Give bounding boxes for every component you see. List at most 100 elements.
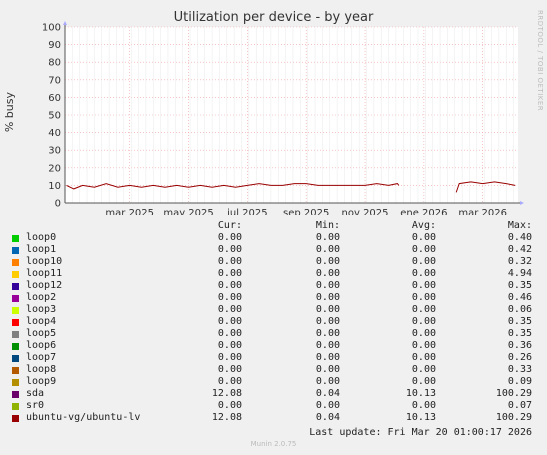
legend-row-sda: sda 12.08 0.04 10.13 100.29 — [12, 388, 537, 400]
legend-row-loop12: loop12 0.00 0.00 0.00 0.35 — [12, 280, 537, 292]
legend-max-value: 100.29 — [495, 412, 532, 423]
legend-cur-value: 0.00 — [217, 268, 242, 279]
x-axis-arrow — [520, 201, 524, 205]
munin-version: Munin 2.0.75 — [250, 440, 297, 448]
legend-row-loop5: loop5 0.00 0.00 0.00 0.35 — [12, 328, 537, 340]
legend-min-value: 0.00 — [315, 352, 340, 363]
rrdtool-credit: RRDTOOL / TOBI OETIKER — [536, 10, 544, 112]
legend-min-value: 0.00 — [315, 316, 340, 327]
legend-cur-value: 0.00 — [217, 376, 242, 387]
legend-cur-value: 0.00 — [217, 316, 242, 327]
y-tick-label: 10 — [48, 181, 61, 192]
series-line — [66, 183, 400, 190]
legend-swatch — [12, 379, 19, 386]
series — [66, 181, 516, 193]
legend-swatch — [12, 343, 19, 350]
legend-max-value: 0.35 — [507, 316, 532, 327]
legend-min-value: 0.00 — [315, 268, 340, 279]
legend-swatch — [12, 283, 19, 290]
legend-max-value: 100.29 — [495, 388, 532, 399]
legend-avg-value: 0.00 — [411, 364, 436, 375]
legend-min-value: 0.04 — [315, 412, 340, 423]
legend-cur-value: 12.08 — [211, 388, 242, 399]
legend-min-value: 0.00 — [315, 328, 340, 339]
legend-device-name: loop5 — [26, 328, 57, 339]
legend-avg-value: 0.00 — [411, 232, 436, 243]
legend-max-value: 0.42 — [507, 244, 532, 255]
legend-swatch — [12, 331, 19, 338]
legend-rows: loop0 0.00 0.00 0.00 0.40 loop1 0.00 0.00 0.00 0.… — [12, 232, 537, 424]
legend-swatch — [12, 295, 19, 302]
y-tick-label: 20 — [48, 163, 61, 174]
legend-max-value: 0.26 — [507, 352, 532, 363]
y-tick-label: 60 — [48, 93, 61, 104]
y-tick-label: 80 — [48, 58, 61, 69]
x-tick-label: ene 2026 — [400, 208, 447, 215]
legend-swatch — [12, 415, 19, 422]
legend-min-value: 0.04 — [315, 388, 340, 399]
legend-max-value: 0.33 — [507, 364, 532, 375]
legend-cur-value: 0.00 — [217, 328, 242, 339]
legend-cur-value: 0.00 — [217, 340, 242, 351]
legend-row-loop11: loop11 0.00 0.00 0.00 4.94 — [12, 268, 537, 280]
legend-header: Cur: Min: Avg: Max: — [12, 220, 537, 232]
legend-cur-value: 0.00 — [217, 292, 242, 303]
legend-row-loop10: loop10 0.00 0.00 0.00 0.32 — [12, 256, 537, 268]
legend-row-loop3: loop3 0.00 0.00 0.00 0.06 — [12, 304, 537, 316]
legend-swatch — [12, 259, 19, 266]
legend-device-name: loop0 — [26, 232, 57, 243]
last-update: Last update: Fri Mar 20 01:00:17 2026 — [309, 427, 532, 438]
header-cur: Cur: — [217, 220, 242, 231]
legend-cur-value: 0.00 — [217, 304, 242, 315]
legend-device-name: loop1 — [26, 244, 57, 255]
x-tick-label: sep 2025 — [283, 208, 329, 215]
legend-avg-value: 0.00 — [411, 292, 436, 303]
legend-row-ubuntu-vg-ubuntu-lv: ubuntu-vg/ubuntu-lv 12.08 0.04 10.13 100.29 — [12, 412, 537, 424]
legend-avg-value: 0.00 — [411, 352, 436, 363]
legend-swatch — [12, 355, 19, 362]
x-tick-label: nov 2025 — [342, 208, 389, 215]
legend-cur-value: 0.00 — [217, 364, 242, 375]
legend-cur-value: 12.08 — [211, 412, 242, 423]
legend-row-sr0: sr0 0.00 0.00 0.00 0.07 — [12, 400, 537, 412]
legend-cur-value: 0.00 — [217, 280, 242, 291]
legend-device-name: loop11 — [26, 268, 63, 279]
legend-min-value: 0.00 — [315, 292, 340, 303]
legend-row-loop0: loop0 0.00 0.00 0.00 0.40 — [12, 232, 537, 244]
legend-avg-value: 10.13 — [405, 388, 436, 399]
plot-background — [65, 27, 518, 203]
legend-device-name: loop2 — [26, 292, 57, 303]
header-max: Max: — [507, 220, 532, 231]
legend-avg-value: 0.00 — [411, 304, 436, 315]
legend-avg-value: 0.00 — [411, 400, 436, 411]
legend-avg-value: 10.13 — [405, 412, 436, 423]
legend-max-value: 0.09 — [507, 376, 532, 387]
legend-swatch — [12, 235, 19, 242]
legend-cur-value: 0.00 — [217, 256, 242, 267]
legend-swatch — [12, 403, 19, 410]
legend-max-value: 0.07 — [507, 400, 532, 411]
x-tick-label: mar 2026 — [458, 208, 507, 215]
legend-max-value: 0.40 — [507, 232, 532, 243]
x-tick-label: jul 2025 — [226, 208, 268, 215]
legend-cur-value: 0.00 — [217, 232, 242, 243]
legend-avg-value: 0.00 — [411, 256, 436, 267]
legend-row-loop1: loop1 0.00 0.00 0.00 0.42 — [12, 244, 537, 256]
legend-swatch — [12, 247, 19, 254]
plot-area: 0 10 20 30 40 50 60 70 80 90 100 mar 2025 may 2025 ju… — [42, 21, 524, 215]
legend-cur-value: 0.00 — [217, 244, 242, 255]
legend-swatch — [12, 271, 19, 278]
chart-title: Utilization per device - by year — [173, 10, 374, 25]
legend-row-loop2: loop2 0.00 0.00 0.00 0.46 — [12, 292, 537, 304]
legend-swatch — [12, 391, 19, 398]
header-avg: Avg: — [411, 220, 436, 231]
legend-row-loop7: loop7 0.00 0.00 0.00 0.26 — [12, 352, 537, 364]
legend-min-value: 0.00 — [315, 304, 340, 315]
legend-device-name: loop10 — [26, 256, 63, 267]
legend-row-loop6: loop6 0.00 0.00 0.00 0.36 — [12, 340, 537, 352]
legend: Cur: Min: Avg: Max: loop0 0.00 0.00 0.00 0.4… — [12, 220, 537, 424]
y-tick-label: 30 — [48, 146, 61, 157]
y-tick-label: 40 — [48, 128, 61, 139]
legend-device-name: sda — [26, 388, 45, 399]
